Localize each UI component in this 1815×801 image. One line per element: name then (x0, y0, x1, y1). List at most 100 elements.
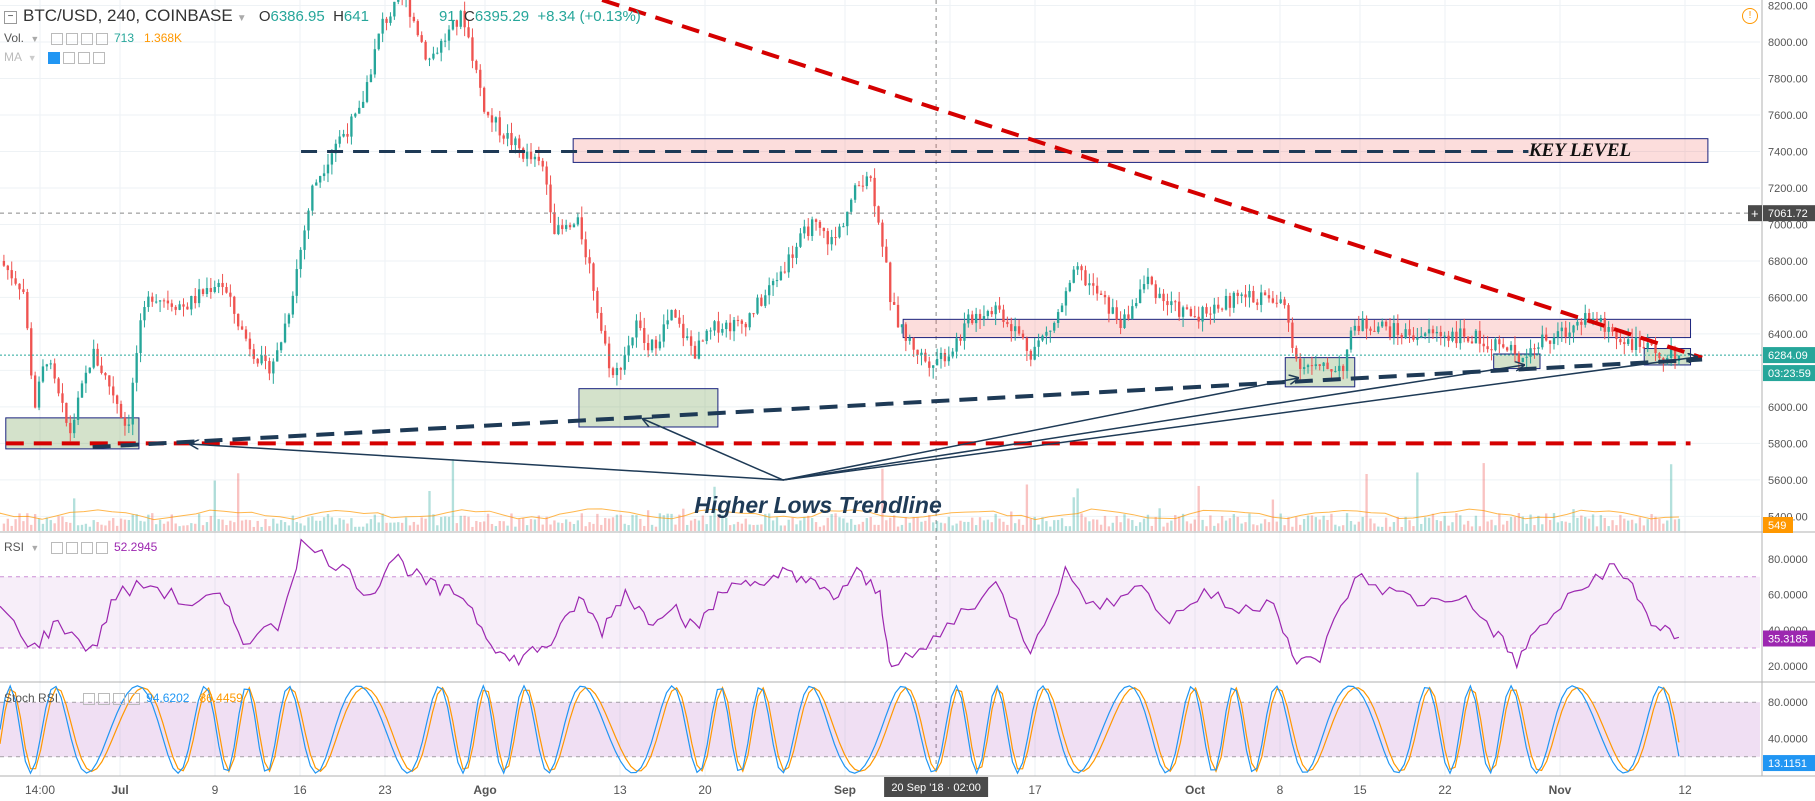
volume-bar (1053, 520, 1056, 531)
volume-value-2: 1.368K (144, 31, 183, 45)
volume-bar (963, 521, 966, 531)
volume-bar (978, 517, 982, 531)
volume-bar (1240, 523, 1243, 531)
candle-body (682, 323, 685, 339)
candle-body (482, 87, 486, 112)
gear-icon[interactable] (65, 541, 78, 554)
candle-body (658, 341, 662, 349)
gear-icon[interactable] (65, 32, 78, 45)
plus-icon[interactable] (77, 51, 90, 64)
candle-body (1568, 332, 1571, 337)
symbol-legend[interactable]: − BTC/USD, 240, COINBASE ▼ O6386.95 H641 91… (4, 6, 641, 26)
volume-bar (361, 526, 365, 531)
ma-legend[interactable]: MA ▼ (4, 50, 108, 64)
volume-bar (393, 522, 396, 531)
candle-body (1576, 321, 1579, 326)
candle-body (1076, 266, 1079, 270)
candle-body (1381, 321, 1384, 327)
volume-bar (760, 524, 763, 531)
candle-body (350, 116, 353, 137)
drawing-lines[interactable] (0, 0, 1762, 481)
candle-body (607, 343, 611, 369)
candle-body (346, 133, 349, 137)
volume-bar (744, 518, 747, 531)
stoch-legend[interactable]: Stoch RSI 94.6202 86.4459 (4, 691, 243, 705)
volume-bar (127, 520, 131, 531)
volume-bar (994, 513, 997, 531)
volume-bar (1373, 523, 1376, 531)
candle-body (1053, 322, 1056, 331)
volume-bar (49, 520, 52, 531)
volume-bar (1076, 488, 1079, 531)
volume-bar (1677, 518, 1681, 531)
candle-body (791, 254, 794, 258)
volume-bar (932, 522, 935, 531)
crosshair-plus-bg (1748, 205, 1762, 222)
rsi-legend[interactable]: RSI ▼ 52.2945 (4, 540, 157, 554)
volume-bar (1033, 516, 1036, 531)
volume-legend[interactable]: Vol. ▼ 713 1.368K (4, 31, 182, 45)
eye-icon[interactable] (47, 51, 60, 64)
volume-bar (885, 520, 888, 531)
close-icon[interactable] (95, 541, 108, 554)
candle-body (717, 321, 720, 333)
candle-body (1029, 350, 1032, 360)
volume-bar (1607, 526, 1610, 531)
close-icon[interactable] (127, 692, 140, 705)
alert-icon[interactable]: ! (1742, 8, 1758, 24)
volume-bar (18, 513, 21, 531)
stoch-band (0, 702, 1760, 757)
volume-bar (1326, 519, 1329, 531)
gear-icon[interactable] (62, 51, 75, 64)
gear-icon[interactable] (97, 692, 110, 705)
volume-bar (1412, 526, 1415, 531)
rsi-pane (0, 538, 1760, 670)
volume-bar (459, 515, 462, 531)
volume-bar (686, 524, 689, 531)
symbol-name: BTC/USD, 240, COINBASE (23, 6, 233, 25)
volume-bar (803, 516, 806, 531)
volume-bar (896, 526, 900, 531)
candle-body (760, 297, 763, 306)
candle-body (1392, 323, 1396, 338)
volume-bar (1470, 526, 1474, 531)
chevron-down-icon[interactable]: ▼ (30, 543, 40, 553)
candle-body (10, 270, 13, 279)
candle-body (299, 249, 302, 270)
volume-bar (1123, 514, 1126, 531)
chevron-down-icon[interactable]: ▼ (236, 13, 247, 24)
candle-body (1232, 292, 1236, 308)
volume-bar (1416, 472, 1419, 531)
volume-bar (568, 521, 572, 531)
volume-bar (1248, 513, 1251, 531)
candle-body (1404, 329, 1407, 338)
candles (2, 0, 1681, 442)
candle-body (1650, 342, 1653, 345)
candle-body (1595, 318, 1599, 322)
volume-bar (1088, 521, 1091, 531)
eye-icon[interactable] (50, 32, 63, 45)
collapse-icon[interactable]: − (4, 10, 17, 24)
volume-bar (600, 524, 603, 531)
stoch-rsi-pane (0, 684, 1760, 775)
plus-icon[interactable] (80, 32, 93, 45)
chevron-down-icon[interactable]: ▼ (27, 53, 37, 63)
candle-body (721, 329, 724, 333)
volume-bar (471, 526, 474, 531)
volume-bar (1345, 513, 1349, 531)
close-icon[interactable] (92, 51, 105, 64)
candle-body (1099, 293, 1103, 295)
volume-bar (80, 524, 84, 531)
plus-icon[interactable] (80, 541, 93, 554)
eye-icon[interactable] (82, 692, 95, 705)
chevron-down-icon[interactable]: ▼ (30, 34, 40, 44)
volume-bar (1010, 511, 1013, 531)
candle-body (471, 37, 474, 61)
candle-body (1502, 344, 1505, 348)
close-icon[interactable] (95, 32, 108, 45)
candle-body (1377, 326, 1380, 332)
eye-icon[interactable] (50, 541, 63, 554)
volume-bar (346, 523, 349, 531)
plus-icon[interactable] (112, 692, 125, 705)
